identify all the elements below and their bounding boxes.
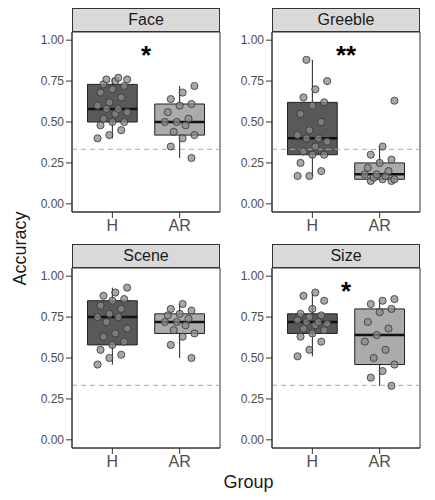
svg-text:0.00: 0.00	[41, 433, 65, 447]
svg-text:H: H	[307, 453, 319, 470]
html-text:Scene: Scene	[123, 247, 169, 264]
svg-text:1.00: 1.00	[41, 33, 65, 47]
svg-text:0.25: 0.25	[241, 156, 265, 170]
svg-text:H: H	[307, 217, 319, 234]
svg-text:0.00: 0.00	[241, 197, 265, 211]
svg-text:0.75: 0.75	[241, 74, 265, 88]
svg-text:H: H	[107, 453, 119, 470]
svg-text:H: H	[107, 217, 119, 234]
html-text:Face: Face	[128, 11, 164, 28]
svg-text:0.50: 0.50	[241, 115, 265, 129]
html-text:Greeble: Greeble	[317, 11, 375, 28]
svg-text:0.00: 0.00	[241, 433, 265, 447]
svg-text:1.00: 1.00	[241, 269, 265, 283]
svg-text:AR: AR	[369, 453, 391, 470]
html-text:Size: Size	[330, 247, 362, 264]
html-text:Group: Group	[223, 472, 274, 492]
svg-text:1.00: 1.00	[41, 269, 65, 283]
svg-text:0.50: 0.50	[41, 351, 65, 365]
svg-text:0.25: 0.25	[41, 156, 65, 170]
svg-text:0.75: 0.75	[241, 310, 265, 324]
svg-text:0.50: 0.50	[41, 115, 65, 129]
svg-text:0.50: 0.50	[241, 351, 265, 365]
svg-text:1.00: 1.00	[241, 33, 265, 47]
svg-text:0.75: 0.75	[41, 310, 65, 324]
svg-text:0.75: 0.75	[41, 74, 65, 88]
svg-text:AR: AR	[169, 453, 191, 470]
svg-text:0.00: 0.00	[41, 197, 65, 211]
html-text:Accuracy: Accuracy	[9, 211, 30, 285]
svg-text:AR: AR	[169, 217, 191, 234]
svg-text:AR: AR	[369, 217, 391, 234]
svg-text:0.25: 0.25	[41, 392, 65, 406]
svg-text:0.25: 0.25	[241, 392, 265, 406]
